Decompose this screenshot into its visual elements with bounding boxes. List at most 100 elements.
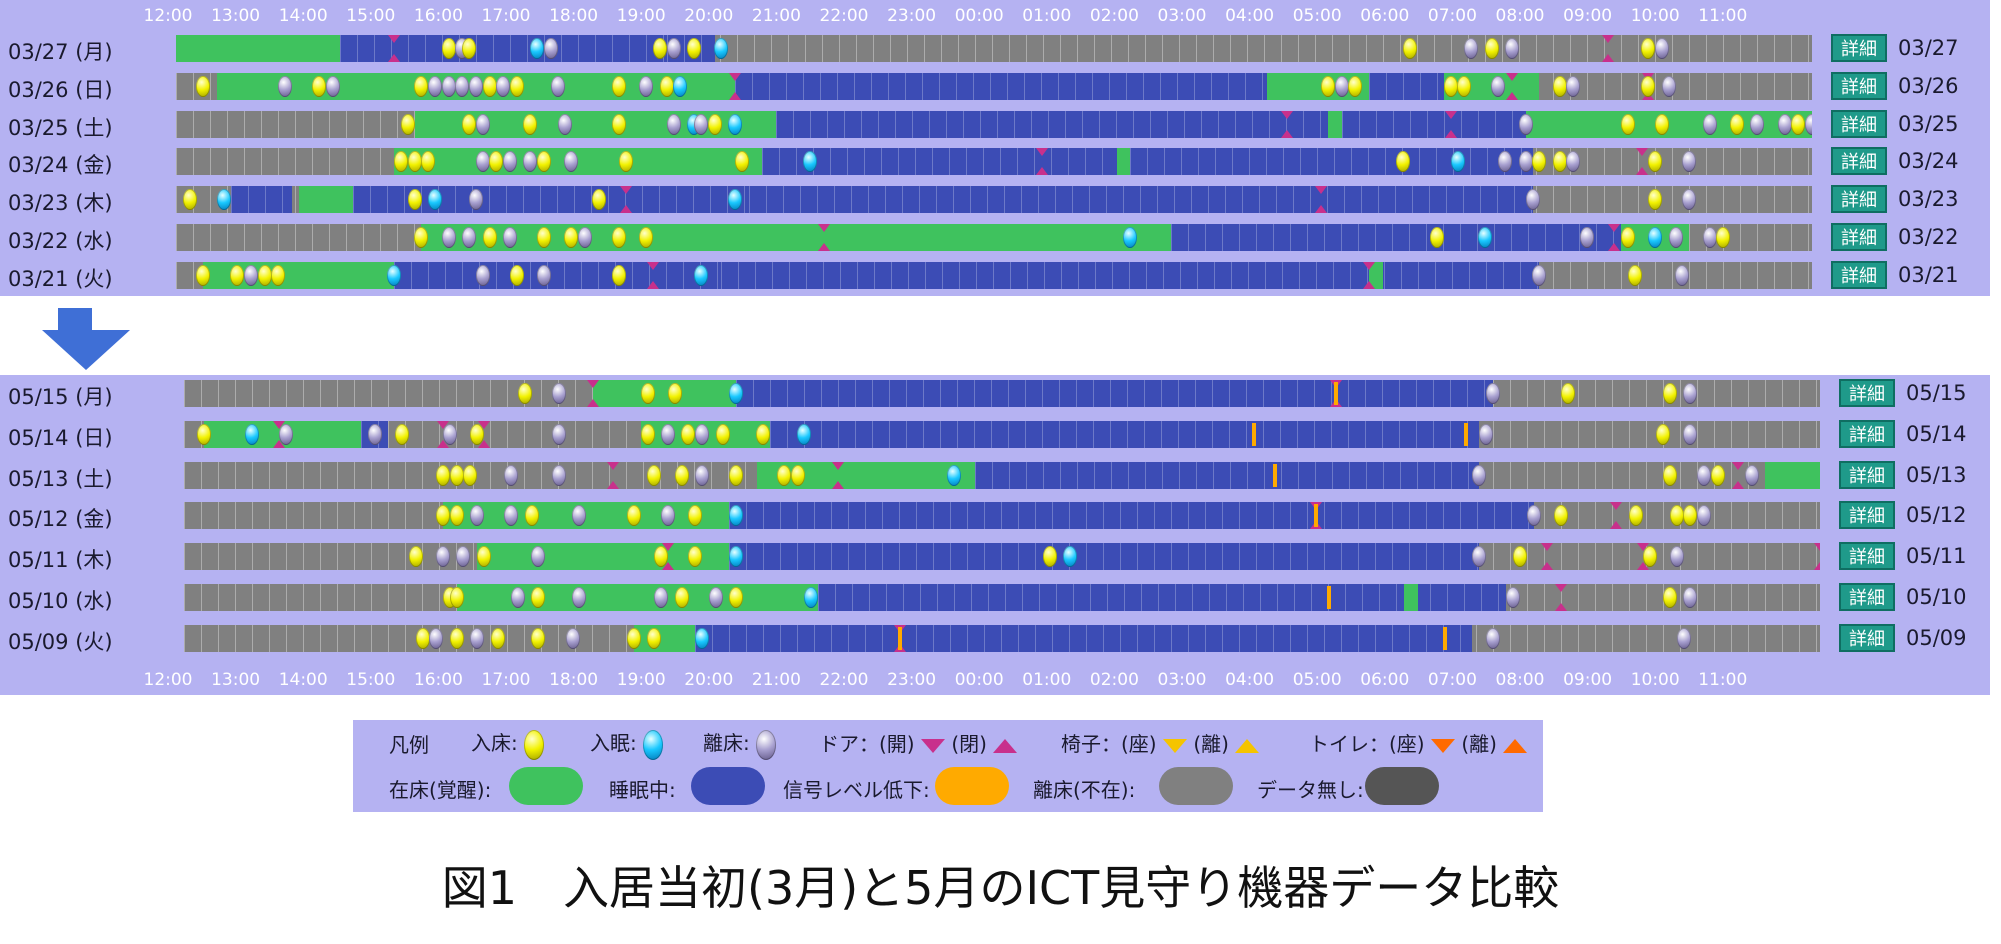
asleep-icon (804, 587, 819, 608)
detail-button[interactable]: 詳細 (1831, 71, 1887, 100)
door-event-icon (1362, 261, 1375, 289)
out-bed-icon (504, 464, 519, 486)
hour-label: 15:00 (346, 670, 396, 690)
day-row: 05/15 (月) 詳細 05/15 (0, 378, 1990, 409)
sleep-segment (762, 148, 1117, 176)
in-bed-icon (1655, 113, 1670, 135)
out-bed-icon (470, 505, 485, 527)
out-bed-icon (496, 75, 511, 97)
out-bed-icon (1485, 383, 1500, 404)
day-row: 03/24 (金) 詳細 03/24 (0, 146, 1990, 177)
detail-button[interactable]: 詳細 (1831, 185, 1887, 214)
out-bed-icon (551, 464, 566, 486)
legend-in-bed: 入床: (471, 727, 545, 760)
out-bed-icon (470, 627, 485, 649)
out-bed-icon (564, 151, 579, 173)
row-date-right: 05/12 (1906, 503, 1967, 528)
in-bed-icon (756, 423, 771, 445)
out-bed-icon (695, 423, 710, 445)
legend-asleep: 入眠: (590, 727, 664, 760)
legend-in-bed-label: 入床: (471, 731, 518, 755)
detail-button[interactable]: 詳細 (1831, 34, 1887, 62)
out-bed-icon (462, 227, 477, 248)
legend: 凡例 入床: 入眠: 離床: ドア：(開) (閉) 椅子：(座) (離) トイレ… (353, 720, 1543, 812)
hour-label: 03:00 (1157, 6, 1207, 26)
awake-segment (421, 224, 1172, 251)
in-bed-icon (1710, 464, 1725, 486)
asleep-icon (727, 189, 742, 211)
asleep-icon (1648, 227, 1663, 248)
detail-button[interactable]: 詳細 (1839, 542, 1895, 571)
detail-button[interactable]: 詳細 (1839, 460, 1895, 489)
door-event-icon (1541, 543, 1554, 571)
absent-swatch (1159, 767, 1233, 805)
in-bed-icon (1669, 505, 1684, 527)
row-date-label: 05/12 (金) (8, 507, 113, 532)
sleep-segment (1368, 72, 1444, 100)
out-bed-icon (531, 546, 546, 568)
sleep-segment (1341, 110, 1526, 138)
hour-axis-bottom: 12:00 13:00 14:00 15:00 16:00 17:00 18:00 19:00… (0, 668, 1990, 690)
detail-button[interactable]: 詳細 (1831, 109, 1887, 138)
row-date-right: 05/13 (1906, 462, 1967, 487)
detail-button[interactable]: 詳細 (1839, 419, 1895, 448)
in-bed-icon (729, 587, 744, 608)
detail-button[interactable]: 詳細 (1839, 623, 1895, 652)
timeline-track (184, 380, 1820, 407)
toilet-sit-icon (1430, 738, 1455, 753)
detail-button[interactable]: 詳細 (1831, 260, 1887, 289)
in-bed-icon (407, 189, 422, 211)
sleep-segment (817, 584, 1507, 611)
in-bed-icon (707, 113, 722, 135)
detail-button[interactable]: 詳細 (1831, 147, 1887, 176)
detail-button[interactable]: 詳細 (1839, 583, 1895, 611)
door-event-icon (1635, 148, 1648, 176)
hour-label: 14:00 (278, 670, 328, 690)
awake-segment (176, 35, 340, 62)
in-bed-icon (1620, 227, 1635, 248)
hour-label: 17:00 (481, 670, 531, 690)
door-event-icon (1609, 502, 1622, 530)
asleep-icon (947, 464, 962, 486)
row-date-right: 03/26 (1898, 73, 1959, 98)
detail-button[interactable]: 詳細 (1839, 379, 1895, 407)
row-date-right: 03/23 (1898, 187, 1959, 212)
door-event-icon (619, 186, 632, 214)
detail-button[interactable]: 詳細 (1831, 223, 1887, 251)
row-date-right: 05/15 (1906, 381, 1967, 405)
legend-chair-leave-label: (離) (1193, 732, 1229, 756)
hour-label: 10:00 (1630, 6, 1680, 26)
hour-label: 16:00 (413, 6, 463, 26)
out-bed-icon (523, 151, 538, 173)
out-bed-icon (1675, 264, 1690, 286)
low-signal-swatch (935, 767, 1009, 805)
hour-label: 06:00 (1360, 6, 1410, 26)
out-bed-icon (660, 505, 675, 527)
door-event-icon (1506, 72, 1519, 100)
in-bed-icon (1663, 587, 1678, 608)
in-bed-icon (1443, 75, 1458, 97)
in-bed-icon (1348, 75, 1363, 97)
out-bed-icon (537, 264, 552, 286)
awake-segment (477, 543, 730, 571)
in-bed-icon (612, 75, 627, 97)
out-bed-icon (1682, 151, 1697, 173)
awake-segment (298, 186, 354, 214)
asleep-icon (673, 75, 688, 97)
in-bed-icon (524, 505, 539, 527)
detail-button[interactable]: 詳細 (1839, 501, 1895, 530)
in-bed-icon (1321, 75, 1336, 97)
hour-label: 20:00 (684, 670, 734, 690)
low-signal-mark (1272, 463, 1277, 487)
in-bed-icon (509, 75, 524, 97)
out-bed-icon (1478, 423, 1493, 445)
sleep-segment (1171, 224, 1622, 251)
in-bed-icon (640, 383, 655, 404)
toilet-leave-icon (1503, 738, 1528, 753)
in-bed-icon (462, 38, 477, 59)
hour-label: 05:00 (1292, 670, 1342, 690)
asleep-icon (714, 38, 729, 59)
in-bed-icon (640, 423, 655, 445)
hour-label: 08:00 (1495, 670, 1545, 690)
in-bed-icon (196, 75, 211, 97)
